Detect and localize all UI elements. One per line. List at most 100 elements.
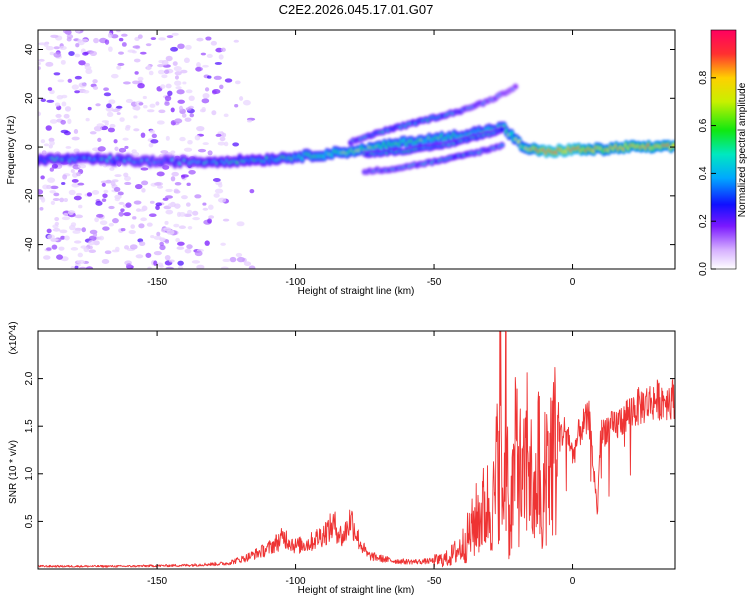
spectrogram-noise-cell — [196, 37, 204, 42]
spectrogram-noise-cell — [57, 79, 65, 83]
spectrogram-noise-cell — [138, 208, 146, 212]
spectrogram-noise-cell — [184, 44, 192, 50]
spectrogram-noise-cell — [124, 245, 130, 250]
spectrogram-noise-cell — [235, 252, 243, 258]
spectrogram-noise-cell — [201, 98, 210, 104]
snr-y-tick-label: 2.0 — [24, 371, 35, 385]
spectrogram-noise-cell — [74, 214, 84, 219]
spectrogram-noise-cell — [101, 182, 106, 187]
spectrogram-noise-cell — [218, 54, 224, 60]
spectrogram-noise-cell — [46, 184, 52, 190]
spectrogram-noise-cell — [165, 135, 170, 141]
spectrogram-noise-cell — [150, 235, 155, 239]
spectrogram-noise-cell — [165, 266, 174, 269]
spectrogram-noise-cell — [70, 169, 75, 173]
spectrogram-noise-cell — [53, 72, 61, 76]
spectrogram-noise-cell — [151, 133, 157, 139]
spectrogram-noise-cell — [140, 167, 149, 171]
spectrogram-noise-cell — [99, 220, 108, 226]
spectrogram-noise-cell — [224, 78, 233, 83]
spectrogram-frame — [37, 29, 676, 270]
spectrogram-y-tick-label: -20 — [24, 188, 35, 203]
spectrogram-noise-cell — [175, 86, 182, 90]
spectrogram-noise-cell — [134, 105, 141, 111]
spectrogram-noise-cell — [82, 51, 89, 56]
spectrogram-noise-cell — [173, 188, 179, 193]
spectrogram-x-ticks: -150 -100 -50 0 — [147, 30, 576, 288]
spectrogram-noise-cell — [40, 139, 46, 144]
spectrogram-noise-cell — [53, 192, 60, 197]
spectrogram-noise-cell — [168, 259, 175, 263]
spectrogram-noise-cell — [133, 58, 141, 63]
spectrogram-noise-cell — [102, 193, 108, 199]
spectrogram-y-ticks: -40 -20 0 20 40 — [24, 44, 675, 252]
spectrogram-noise-cell — [51, 163, 59, 169]
snr-panel: -150 -100 -50 0 0.5 1.0 1.5 2.0 Height of stra… — [8, 321, 676, 596]
figure-title: C2E2.2026.045.17.01.G07 — [279, 2, 434, 17]
spectrogram-noise-cell — [157, 69, 165, 75]
colorbar-tick-label: 0.6 — [698, 118, 709, 132]
spectrogram-noise-cell — [161, 74, 168, 79]
spectrogram-noise-cell — [72, 229, 81, 234]
spectrogram-noise-cell — [192, 216, 200, 221]
spectrogram-noise-cell — [182, 81, 187, 85]
spectrogram-noise-cell — [118, 201, 125, 205]
spectrogram-noise-cell — [207, 218, 212, 224]
spectrogram-noise-cell — [127, 49, 136, 53]
spectrogram-noise-cell — [64, 106, 72, 112]
spectrogram-noise-cell — [210, 40, 217, 46]
spectrogram-noise-cell — [124, 126, 131, 131]
spectrogram-noise-cell — [202, 93, 210, 99]
spectrogram-noise-cell — [125, 202, 132, 208]
spectrogram-noise-cell — [103, 87, 109, 92]
spectrogram-noise-cell — [110, 181, 116, 187]
spectrogram-noise-cell — [51, 244, 58, 250]
spectrogram-noise-cell — [121, 42, 127, 47]
spectrogram-noise-cell — [183, 57, 190, 64]
spectrogram-noise-cell — [138, 241, 146, 247]
spectrogram-noise-cell — [194, 134, 201, 141]
spectrogram-noise-cell — [68, 51, 75, 56]
spectrogram-noise-cell — [129, 244, 138, 250]
spectrogram-noise-cell — [108, 99, 116, 105]
spectrogram-noise-cell — [146, 64, 151, 71]
spectrogram-noise-cell — [124, 145, 129, 149]
snr-x-tick-label: -150 — [147, 576, 167, 587]
spectrogram-noise-cell — [104, 250, 112, 255]
spectrogram-noise-cell — [50, 34, 59, 38]
spectrogram-noise-cell — [103, 92, 112, 97]
spectrogram-noise-cell — [154, 182, 162, 186]
spectrogram-noise-cell — [147, 266, 153, 269]
spectrogram-noise-cell — [54, 221, 60, 226]
spectrogram-noise-cell — [142, 95, 147, 100]
spectrogram-noise-cell — [89, 50, 98, 56]
spectrogram-noise-cell — [165, 209, 174, 215]
spectrogram-noise-cell — [61, 101, 67, 107]
spectrogram-noise-cell — [109, 167, 115, 171]
spectrogram-noise-cell — [64, 235, 70, 241]
spectrogram-noise-cell — [94, 217, 100, 223]
colorbar-tick-label: 0.8 — [698, 70, 709, 84]
spectrogram-noise-cell — [187, 139, 193, 145]
spectrogram-noise-cell — [156, 171, 165, 177]
spectrogram-noise-cell — [164, 95, 172, 102]
spectrogram-noise-cell — [38, 111, 42, 117]
spectrogram-noise-cell — [45, 125, 52, 131]
spectrogram-noise-cell — [223, 141, 229, 147]
spectrogram-noise-cell — [77, 182, 85, 186]
spectrogram-noise-cell — [71, 84, 79, 90]
spectrogram-noise-cell — [133, 128, 140, 132]
spectrogram-noise-cell — [212, 178, 221, 183]
spectrogram-noise-cell — [156, 231, 161, 237]
spectrogram-noise-cell — [171, 32, 179, 36]
spectrogram-noise-cell — [202, 207, 209, 211]
spectrogram-noise-cell — [109, 123, 116, 129]
spectrogram-noise-cell — [74, 90, 80, 94]
spectrogram-noise-cell — [77, 164, 87, 169]
spectrogram-noise-cell — [243, 261, 252, 267]
spectrogram-noise-cell — [101, 198, 107, 203]
spectrogram-noise-cell — [163, 227, 172, 232]
snr-y-tick-label: 1.0 — [24, 466, 35, 480]
spectrogram-noise-cell — [76, 259, 86, 265]
spectrogram-noise-cell — [38, 42, 47, 46]
